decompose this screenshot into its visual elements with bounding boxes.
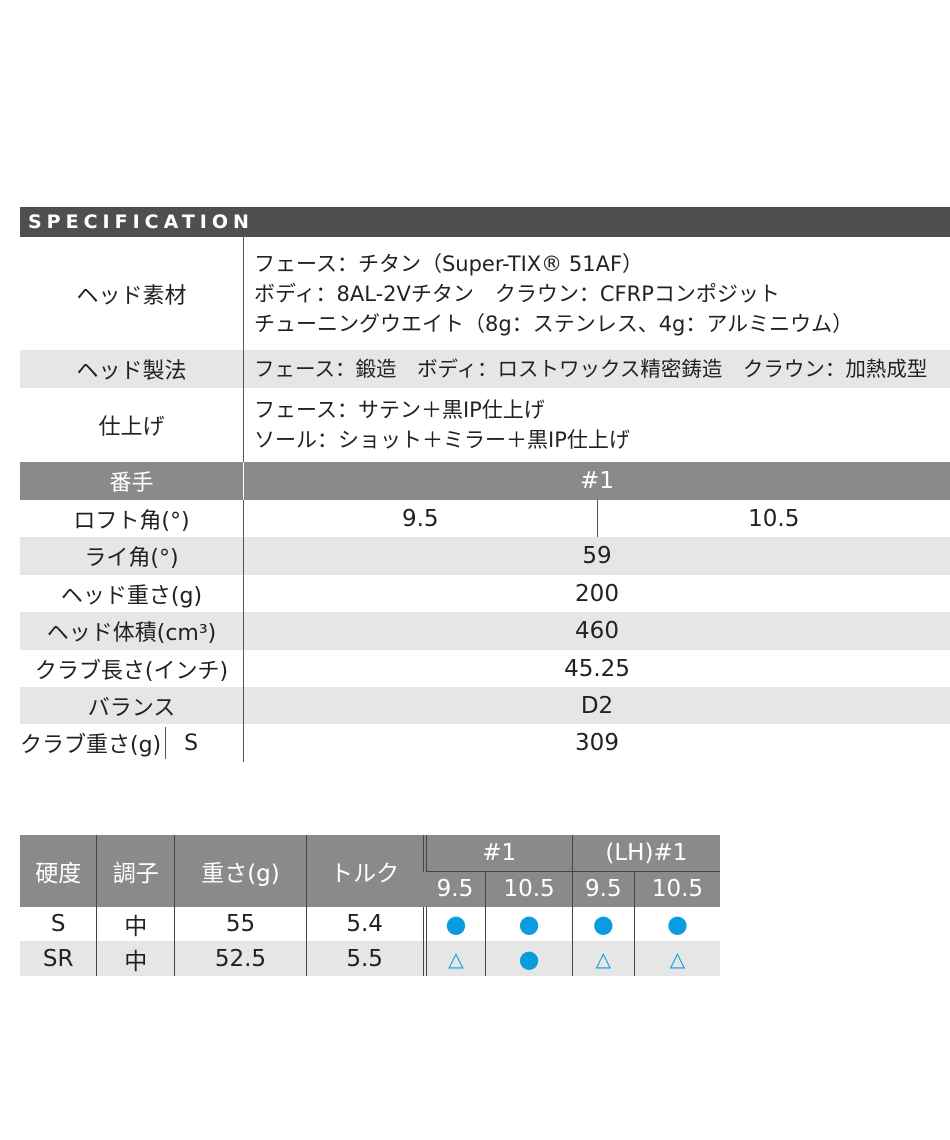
available-icon: ●: [633, 907, 720, 941]
loft-header: 9.5: [424, 871, 486, 907]
value: 10.5: [748, 505, 800, 532]
label: クラブ長さ(インチ): [20, 650, 244, 687]
row-loft: ロフト角(°) 9.5 10.5: [20, 500, 950, 537]
row-head-material: ヘッド素材 フェース：チタン（Super-TIX® 51AF） ボディ：8AL-2…: [20, 237, 950, 350]
available-icon: ●: [485, 907, 573, 941]
line: ソール：ショット＋ミラー＋黒IP仕上げ: [254, 428, 630, 452]
triangle-icon: △: [571, 941, 635, 976]
value: 309: [575, 730, 619, 756]
label: ヘッド素材: [20, 237, 244, 350]
line: ボディ：8AL-2Vチタン クラウン：CFRPコンポジット: [254, 281, 780, 306]
row-lie: ライ角(°) 59: [20, 537, 950, 575]
row-head-volume: ヘッド体積(cm³) 460: [20, 612, 950, 650]
row-head-method: ヘッド製法 フェース：鍛造 ボディ：ロストワックス精密鋳造 クラウン：加熱成型: [20, 350, 950, 388]
value: 460: [575, 618, 619, 644]
label: ヘッド製法: [20, 350, 244, 388]
table-row: SR 中 52.5 5.5 △ ● △ △: [20, 941, 720, 976]
header: トルク: [305, 835, 425, 907]
value: 59: [582, 543, 612, 569]
value: フェース：鍛造 ボディ：ロストワックス精密鋳造 クラウン：加熱成型: [254, 357, 928, 381]
available-icon: ●: [571, 907, 635, 941]
cell: 52.5: [174, 941, 307, 976]
row-finish: 仕上げ フェース：サテン＋黒IP仕上げソール：ショット＋ミラー＋黒IP仕上げ: [20, 388, 950, 462]
shaft-table: 硬度 調子 重さ(g) トルク #1 (LH)#1 9.5 10.5 9.5 1…: [20, 835, 720, 976]
cell: S: [50, 911, 66, 937]
cell: 中: [96, 907, 175, 941]
group-header: #1: [422, 835, 573, 872]
spec-table: SPECIFICATION ヘッド素材 フェース：チタン（Super-TIX® …: [20, 207, 950, 762]
row-balance: バランス D2: [20, 687, 950, 724]
label: ヘッド体積(cm³): [20, 612, 244, 650]
label: ライ角(°): [20, 537, 244, 575]
label: ロフト角(°): [20, 500, 244, 537]
cell: 5.5: [305, 941, 425, 976]
label: バランス: [20, 687, 244, 724]
triangle-icon: △: [422, 941, 486, 976]
label: ヘッド重さ(g): [20, 575, 244, 612]
line: フェース：チタン（Super-TIX® 51AF）: [254, 251, 644, 276]
cell: 55: [174, 907, 307, 941]
triangle-icon: △: [633, 941, 720, 976]
line: チューニングウエイト（8g：ステンレス、4g：アルミニウム）: [254, 311, 854, 336]
header: 重さ(g): [174, 835, 307, 907]
line: フェース：サテン＋黒IP仕上げ: [254, 398, 545, 422]
label: 仕上げ: [20, 388, 244, 462]
row-number: 番手 #1: [20, 462, 950, 500]
spec-title: SPECIFICATION: [20, 207, 950, 237]
header: 硬度: [20, 835, 97, 907]
flex: S: [184, 730, 199, 756]
header: 調子: [96, 835, 175, 907]
value: 9.5: [244, 500, 598, 537]
row-length: クラブ長さ(インチ) 45.25: [20, 650, 950, 687]
label: クラブ重さ(g): [20, 727, 167, 759]
cell: 中: [96, 941, 175, 976]
table-row: S 中 55 5.4 ● ● ● ●: [20, 907, 720, 941]
group-header: (LH)#1: [571, 835, 720, 872]
label: 番手: [20, 462, 244, 500]
loft-header: 10.5: [485, 871, 573, 907]
row-club-weight: クラブ重さ(g) S 309: [20, 724, 950, 762]
loft-header: 9.5: [571, 871, 635, 907]
value: 45.25: [564, 655, 630, 682]
available-icon: ●: [485, 941, 573, 976]
available-icon: ●: [422, 907, 486, 941]
value: #1: [580, 468, 614, 494]
value: D2: [580, 692, 614, 719]
cell: SR: [42, 945, 74, 972]
cell: 5.4: [305, 907, 425, 941]
value: 200: [575, 580, 619, 607]
row-head-weight: ヘッド重さ(g) 200: [20, 575, 950, 612]
loft-header: 10.5: [633, 871, 720, 907]
